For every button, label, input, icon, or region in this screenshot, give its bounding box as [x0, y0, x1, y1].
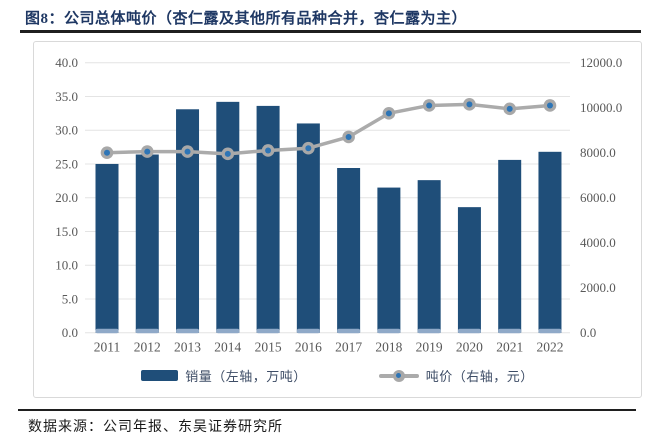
left-axis-tick-label: 10.0 [55, 258, 78, 273]
line-marker-inner [305, 145, 312, 152]
bar-2016 [296, 123, 320, 333]
bar-base-cap [337, 328, 361, 334]
chart-panel: 0.0 5.0 10.0 15.0 20.0 25.0 30.0 35.0 40.0 0.0 200… [33, 41, 642, 398]
title-divider-rule [20, 30, 641, 33]
line-marker-inner [265, 147, 272, 154]
line-marker-inner [466, 101, 473, 108]
line-marker-inner [506, 105, 513, 112]
x-axis-label-2013: 2013 [174, 340, 201, 355]
bar-2014 [216, 101, 240, 333]
right-axis-tick-label: 4000.0 [580, 235, 616, 250]
left-axis-tick-label: 20.0 [55, 190, 78, 205]
bar-2020 [457, 207, 481, 333]
line-marker-inner [546, 102, 553, 109]
bar-2015 [256, 105, 280, 333]
bar-base-cap [95, 328, 119, 334]
line-marker-inner [385, 110, 392, 117]
bar-2013 [176, 109, 200, 333]
right-axis-tick-label: 8000.0 [580, 145, 616, 160]
x-axis-label-2015: 2015 [255, 340, 282, 355]
figure-title: 图8：公司总体吨价（杏仁露及其他所有品种合并，杏仁露为主） [25, 11, 468, 27]
x-axis-label-2021: 2021 [496, 340, 523, 355]
left-axis-tick-label: 40.0 [55, 55, 78, 70]
x-axis-label-2017: 2017 [335, 340, 362, 355]
x-axis-label-2011: 2011 [94, 340, 121, 355]
right-axis-tick-label: 12000.0 [580, 55, 622, 70]
bar-base-cap [296, 328, 320, 334]
bar-base-cap [377, 328, 401, 334]
x-axis-label-2022: 2022 [536, 340, 563, 355]
chart-legend: 销量（左轴，万吨） 吨价（右轴，元） [34, 366, 641, 385]
bar-2019 [417, 180, 441, 333]
line-marker-inner [184, 148, 191, 155]
x-axis-label-2016: 2016 [295, 340, 322, 355]
left-axis-tick-label: 35.0 [55, 89, 78, 104]
right-axis-tick-label: 10000.0 [580, 100, 622, 115]
bar-2011 [95, 163, 119, 333]
right-axis-tick-label: 2000.0 [580, 280, 616, 295]
line-marker-inner [224, 150, 231, 157]
left-axis-tick-label: 15.0 [55, 224, 78, 239]
bar-base-cap [216, 328, 240, 334]
bar-2018 [377, 187, 401, 333]
left-axis-tick-label: 5.0 [62, 291, 78, 306]
legend-label-sales: 销量（左轴，万吨） [185, 369, 307, 384]
line-series-swatch-icon [378, 369, 419, 383]
bottom-divider-rule [18, 409, 636, 411]
left-axis-tick-label: 25.0 [55, 156, 78, 171]
bar-series-swatch-icon [141, 370, 179, 381]
x-axis-label-2019: 2019 [416, 340, 443, 355]
bar-base-cap [498, 328, 522, 334]
line-marker-inner [144, 148, 151, 155]
x-axis-label-2012: 2012 [134, 340, 161, 355]
bar-2022 [538, 151, 562, 333]
price-line [105, 102, 552, 156]
legend-item-sales: 销量（左轴，万吨） [141, 366, 307, 385]
line-marker-inner [104, 149, 110, 156]
x-axis-label-2020: 2020 [456, 340, 483, 355]
bar-base-cap [417, 328, 441, 334]
bar-base-cap [135, 328, 159, 334]
legend-item-price: 吨价（右轴，元） [378, 366, 534, 385]
bar-base-cap [457, 328, 481, 334]
right-axis-tick-label: 0.0 [580, 325, 596, 340]
legend-label-price: 吨价（右轴，元） [425, 369, 534, 384]
bar-base-cap [176, 328, 200, 334]
bar-base-cap [256, 328, 280, 334]
data-source-note: 数据来源：公司年报、东吴证券研究所 [28, 420, 283, 435]
combo-chart: 0.0 5.0 10.0 15.0 20.0 25.0 30.0 35.0 40.0 0.0 200… [55, 55, 622, 355]
left-axis-tick-label: 0.0 [62, 325, 78, 340]
left-axis-tick-label: 30.0 [55, 123, 78, 138]
x-axis-label-2018: 2018 [375, 340, 402, 355]
line-marker-inner [426, 102, 433, 109]
bar-2017 [337, 168, 361, 333]
x-axis-label-2014: 2014 [214, 340, 241, 355]
line-marker-inner [345, 133, 352, 140]
bar-2021 [498, 159, 522, 333]
bar-base-cap [538, 328, 562, 334]
right-axis-tick-label: 6000.0 [580, 190, 616, 205]
bar-2012 [135, 154, 159, 333]
